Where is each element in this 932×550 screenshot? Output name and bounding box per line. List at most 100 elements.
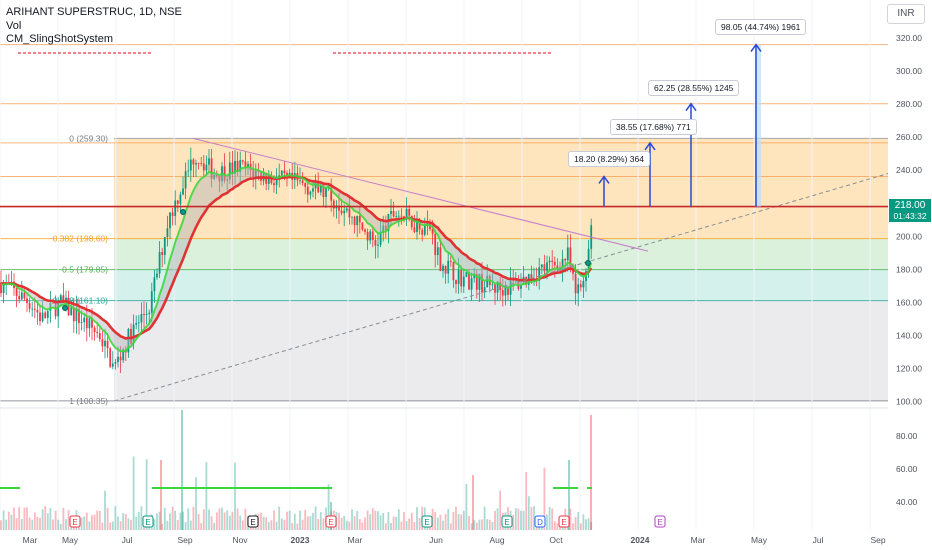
volume-bar — [101, 522, 104, 530]
candle-body — [481, 273, 483, 293]
target-arrow-head-1 — [598, 175, 610, 184]
candle-body — [202, 163, 205, 171]
event-marker-E: E — [69, 515, 81, 528]
price-tick: 140.00 — [896, 330, 922, 340]
volume-spike — [160, 460, 162, 530]
candle-body — [257, 170, 260, 173]
candle-body — [358, 215, 361, 223]
volume-bar — [312, 512, 314, 530]
candle-body — [49, 302, 52, 311]
time-label: Sep — [870, 535, 885, 545]
target-label-1: 18.20 (8.29%) 364 — [568, 151, 650, 167]
volume-bar — [26, 507, 28, 530]
volume-bar — [296, 523, 299, 530]
volume-bar — [465, 483, 468, 530]
target-label-3: 62.25 (28.55%) 1245 — [648, 80, 740, 96]
candle-body — [348, 208, 351, 218]
price-tick: 280.00 — [896, 99, 922, 109]
volume-bar — [137, 512, 140, 530]
volume-bar — [192, 506, 195, 530]
ascending-trendline — [113, 173, 889, 402]
volume-bar — [267, 522, 270, 530]
candle-body — [434, 233, 437, 256]
volume-bar — [475, 522, 478, 530]
candle-body — [252, 170, 255, 178]
candle-body — [306, 186, 309, 195]
candle-body — [226, 179, 229, 181]
volume-bar — [418, 518, 421, 530]
chart-grid — [0, 0, 888, 530]
candle-body — [275, 179, 278, 186]
candle-body — [166, 228, 169, 238]
candle-body — [390, 210, 392, 214]
volume-bar — [548, 507, 551, 530]
candle-body — [148, 312, 151, 314]
volume-bar — [67, 510, 70, 530]
last-price: 218.00 — [894, 200, 926, 211]
volume-bar — [62, 507, 65, 530]
candle-body — [538, 267, 541, 281]
candle-body — [332, 200, 335, 209]
volume-bar — [392, 516, 395, 530]
volume-bar — [481, 519, 483, 530]
candle-body — [436, 247, 439, 256]
volume-bar — [153, 519, 156, 530]
candle-body — [356, 215, 359, 226]
candle-body — [455, 280, 457, 285]
volume-bar — [569, 508, 572, 530]
volume-bar — [517, 508, 520, 530]
fib-zones: 0 (259.30) 0.382 (198.60) 0.5 (179.85) 0.61… — [0, 44, 888, 406]
volume-bar — [28, 517, 31, 530]
volume-bar — [585, 519, 587, 530]
candle-body — [215, 174, 218, 176]
volume-bar — [241, 520, 244, 530]
signal-dot — [585, 260, 591, 266]
volume-bar — [226, 510, 229, 530]
candle-body — [405, 208, 408, 219]
candle-body — [119, 356, 122, 361]
candle-body — [572, 268, 574, 274]
volume-bar — [109, 522, 112, 530]
volume-bar — [223, 512, 226, 530]
fib-label-3: 0.618 (161.10) — [53, 296, 108, 306]
candle-body — [15, 288, 18, 297]
candle-body — [93, 327, 96, 333]
candle-body — [384, 225, 387, 231]
volume-bar — [187, 508, 190, 530]
time-label: May — [62, 535, 79, 545]
candle-body — [218, 175, 221, 182]
candle-body — [351, 216, 353, 218]
candle-body — [210, 158, 213, 179]
event-marker-E: E — [654, 515, 666, 528]
candle-body — [228, 162, 231, 180]
svg-text:E: E — [72, 518, 77, 527]
candle-body — [135, 322, 138, 325]
candle-body — [192, 159, 195, 165]
candle-body — [449, 260, 452, 262]
volume-bar — [85, 512, 88, 530]
fib-label-2: 0.5 (179.85) — [62, 265, 108, 275]
candle-body — [23, 292, 26, 299]
candle-body — [465, 272, 468, 277]
slingshot-indicator-label[interactable]: CM_SlingShotSystem — [6, 33, 113, 45]
volume-bar — [270, 520, 273, 530]
currency-button[interactable]: INR — [887, 4, 925, 24]
volume-bar — [213, 522, 216, 530]
volume-bar — [494, 510, 496, 530]
volume-bar — [449, 523, 452, 530]
svg-text:E: E — [328, 518, 333, 527]
volume-indicator-label[interactable]: Vol — [6, 20, 22, 32]
candle-body — [304, 183, 307, 187]
candle-body — [501, 290, 504, 296]
volume-bar — [413, 522, 416, 530]
candle-body — [431, 229, 434, 234]
volume-bar — [231, 511, 234, 530]
svg-text:E: E — [145, 518, 150, 527]
volume-bar — [408, 518, 411, 530]
volume-bars — [0, 410, 593, 530]
candle-body — [413, 227, 416, 233]
candle-body — [200, 163, 203, 165]
candle-body — [72, 307, 75, 322]
time-label: Sep — [177, 535, 192, 545]
